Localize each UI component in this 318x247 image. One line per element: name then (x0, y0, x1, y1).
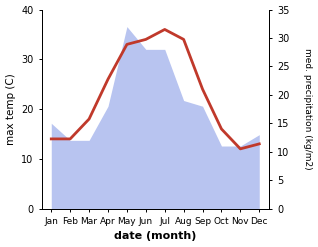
Y-axis label: med. precipitation (kg/m2): med. precipitation (kg/m2) (303, 48, 313, 170)
X-axis label: date (month): date (month) (114, 231, 197, 242)
Y-axis label: max temp (C): max temp (C) (5, 73, 16, 145)
